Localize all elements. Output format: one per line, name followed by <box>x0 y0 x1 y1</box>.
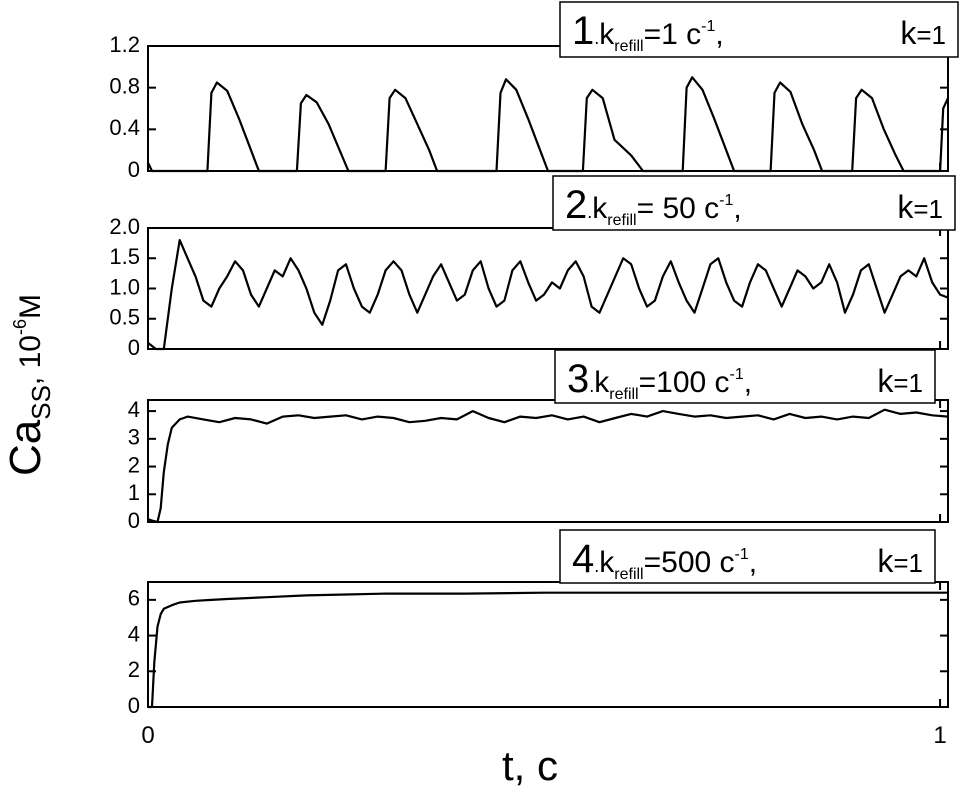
k2-value: =1 <box>913 194 943 224</box>
y-tick-label: 0 <box>128 335 140 360</box>
annotation-box <box>554 349 936 404</box>
dot: . <box>594 28 599 48</box>
panel-number: 2 <box>565 183 587 227</box>
panel-number: 4 <box>572 537 594 581</box>
rate-superscript: -1 <box>730 366 744 383</box>
annotation-text: 4.krefill=500 c-1, <box>572 537 757 583</box>
dot: . <box>594 556 599 576</box>
y-label-sub: SS <box>26 385 56 420</box>
rate-superscript: -1 <box>719 192 733 209</box>
rate-value: =500 c <box>644 546 735 579</box>
k-symbol: k <box>599 18 615 51</box>
annotation-box <box>552 175 956 231</box>
y-tick-label: 1.0 <box>109 274 140 299</box>
y-tick-label: 1.5 <box>109 244 140 269</box>
y-label-sup: -6 <box>10 319 30 335</box>
y-axis-label: CaSS, 10-6M <box>1 294 56 476</box>
annotation-k: k=1 <box>897 189 943 225</box>
annotation-k: k=1 <box>877 363 923 399</box>
y-tick-label: 2 <box>128 452 140 477</box>
plot-frame <box>147 45 949 172</box>
y-tick-label: 0 <box>128 508 140 533</box>
panel-number: 1 <box>572 9 594 53</box>
k2-symbol: k <box>900 15 917 51</box>
y-tick-label: 0.4 <box>109 115 140 140</box>
y-label-unit: , 10 <box>14 335 47 385</box>
y-axis-label-group: CaSS, 10-6M <box>1 294 56 476</box>
k2-value: =1 <box>916 20 946 50</box>
k2-symbol: k <box>877 363 894 399</box>
plot-frame <box>147 581 949 708</box>
k-symbol: k <box>592 192 608 225</box>
y-label-unit-end: M <box>14 294 47 319</box>
k-subscript: refill <box>614 38 643 55</box>
y-tick-label: 3 <box>128 425 140 450</box>
panel-number: 3 <box>567 357 589 401</box>
y-tick-label: 1.2 <box>109 32 140 57</box>
y-tick-label: 4 <box>128 397 140 422</box>
rate-superscript: -1 <box>701 18 715 35</box>
y-tick-label: 4 <box>128 621 140 646</box>
y-tick-label: 0 <box>128 693 140 718</box>
comma: , <box>744 366 752 399</box>
dot: . <box>587 202 592 222</box>
annotation-text: 1.krefill=1 c-1, <box>572 9 724 55</box>
annotation-box <box>559 1 959 58</box>
x-tick-label: 1 <box>933 722 946 749</box>
k2-symbol: k <box>877 543 894 579</box>
rate-value: =100 c <box>639 366 730 399</box>
k-symbol: k <box>594 366 610 399</box>
rate-value: = 50 c <box>637 192 720 225</box>
y-tick-label: 2.0 <box>109 214 140 239</box>
y-tick-label: 6 <box>128 586 140 611</box>
plot-frame <box>147 399 949 523</box>
y-tick-label: 0.8 <box>109 73 140 98</box>
k2-symbol: k <box>897 189 914 225</box>
annotation-text: 3.krefill=100 c-1, <box>567 357 752 403</box>
x-axis-label: t, c <box>502 742 558 786</box>
annotation-k: k=1 <box>877 543 923 579</box>
dot: . <box>589 376 594 396</box>
annotation-box <box>559 529 936 584</box>
k2-value: =1 <box>893 368 923 398</box>
y-tick-label: 1 <box>128 480 140 505</box>
annotation-k: k=1 <box>900 15 946 51</box>
y-tick-label: 2 <box>128 657 140 682</box>
k-subscript: refill <box>614 566 643 583</box>
rate-value: =1 c <box>644 18 702 51</box>
comma: , <box>749 546 757 579</box>
k-symbol: k <box>599 546 615 579</box>
comma: , <box>715 18 723 51</box>
y-tick-label: 0 <box>128 157 140 182</box>
k2-value: =1 <box>893 548 923 578</box>
y-tick-label: 0.5 <box>109 305 140 330</box>
data-line <box>147 408 949 524</box>
y-label-main: Ca <box>1 419 50 476</box>
data-line <box>147 76 949 173</box>
x-tick-label: 0 <box>141 722 154 749</box>
k-subscript: refill <box>609 386 638 403</box>
k-subscript: refill <box>607 212 636 229</box>
annotation-text: 2.krefill= 50 c-1, <box>565 183 742 229</box>
data-line <box>147 239 949 351</box>
rate-superscript: -1 <box>735 546 749 563</box>
comma: , <box>733 192 741 225</box>
data-line <box>148 591 948 709</box>
